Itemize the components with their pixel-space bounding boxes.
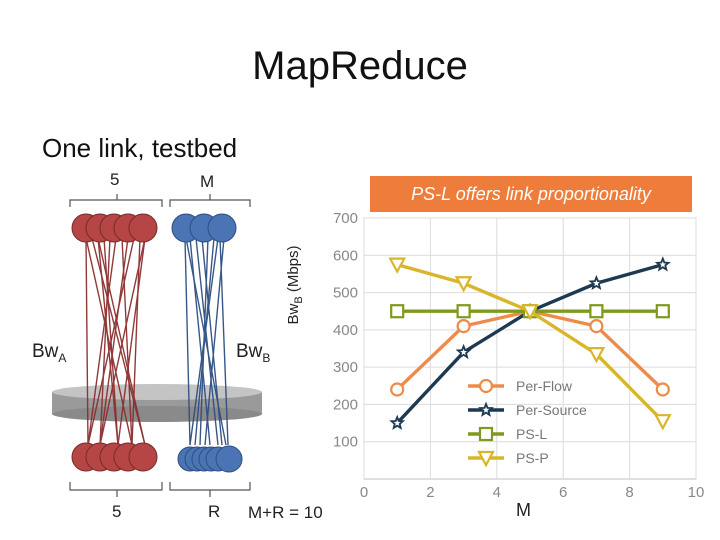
y-tick-label: 100: [333, 434, 358, 451]
bw-a-label: BwA: [32, 341, 67, 365]
top-left-brace: [69, 194, 163, 207]
equation: M+R = 10: [248, 503, 323, 522]
subtitle: One link, testbed: [42, 133, 238, 163]
top-right-label: M: [200, 172, 215, 191]
x-tick-label: 2: [426, 484, 434, 501]
x-axis-label: M: [516, 500, 531, 520]
data-point-per-source: [654, 256, 671, 272]
x-tick-label: 4: [493, 484, 501, 501]
data-point-per-flow: [589, 319, 604, 334]
top-left-count: 5: [110, 170, 120, 189]
legend-label-ps-p: PS-P: [516, 450, 549, 466]
x-tick-label: 10: [688, 484, 705, 501]
data-point-per-source: [389, 414, 406, 430]
y-tick-label: 600: [333, 247, 358, 264]
y-tick-label: 300: [333, 359, 358, 376]
red-top-nodes: [71, 213, 158, 243]
bottom-left-brace: [69, 482, 163, 497]
x-tick-label: 0: [360, 484, 368, 501]
data-point-per-flow: [456, 319, 471, 334]
legend-marker-per-flow: [478, 378, 494, 394]
bottom-left-count: 5: [112, 502, 122, 521]
page-title: MapReduce: [252, 44, 468, 88]
legend-label-per-flow: Per-Flow: [516, 378, 573, 394]
x-tick-label: 8: [625, 484, 633, 501]
legend-marker-ps-l: [478, 426, 494, 442]
data-point-ps-l: [456, 304, 471, 319]
data-point-ps-l: [655, 304, 670, 319]
top-right-brace: [169, 194, 251, 207]
data-point-ps-p: [587, 346, 606, 364]
y-tick-label: 200: [333, 396, 358, 413]
y-tick-label: 500: [333, 285, 358, 302]
data-point-ps-l: [589, 304, 604, 319]
legend-marker-ps-p: [477, 450, 495, 468]
data-point-per-source: [455, 343, 472, 360]
legend-label-ps-l: PS-L: [516, 426, 547, 442]
x-tick-label: 6: [559, 484, 567, 501]
blue-links: [184, 237, 229, 446]
bottom-right-brace: [169, 482, 251, 497]
bottom-right-label: R: [208, 502, 221, 521]
data-point-ps-p: [653, 414, 672, 431]
blue-bottom-nodes: [177, 445, 243, 473]
red-links: [85, 237, 146, 446]
y-tick-label: 400: [333, 322, 358, 339]
legend-label-per-source: Per-Source: [516, 402, 587, 418]
red-bottom-nodes: [71, 442, 158, 472]
data-point-per-flow: [655, 382, 670, 397]
bw-b-label: BwB: [236, 341, 271, 365]
data-point-per-source: [588, 274, 605, 291]
blue-top-nodes: [171, 213, 237, 243]
data-point-ps-p: [388, 257, 407, 274]
legend-marker-per-source: [477, 401, 495, 417]
data-point-ps-p: [521, 304, 539, 321]
data-point-ps-p: [454, 276, 473, 293]
data-point-ps-l: [390, 304, 405, 319]
y-tick-label: 700: [333, 210, 358, 227]
banner: PS-L offers link proportionality: [370, 176, 692, 212]
data-point-per-flow: [390, 382, 405, 397]
